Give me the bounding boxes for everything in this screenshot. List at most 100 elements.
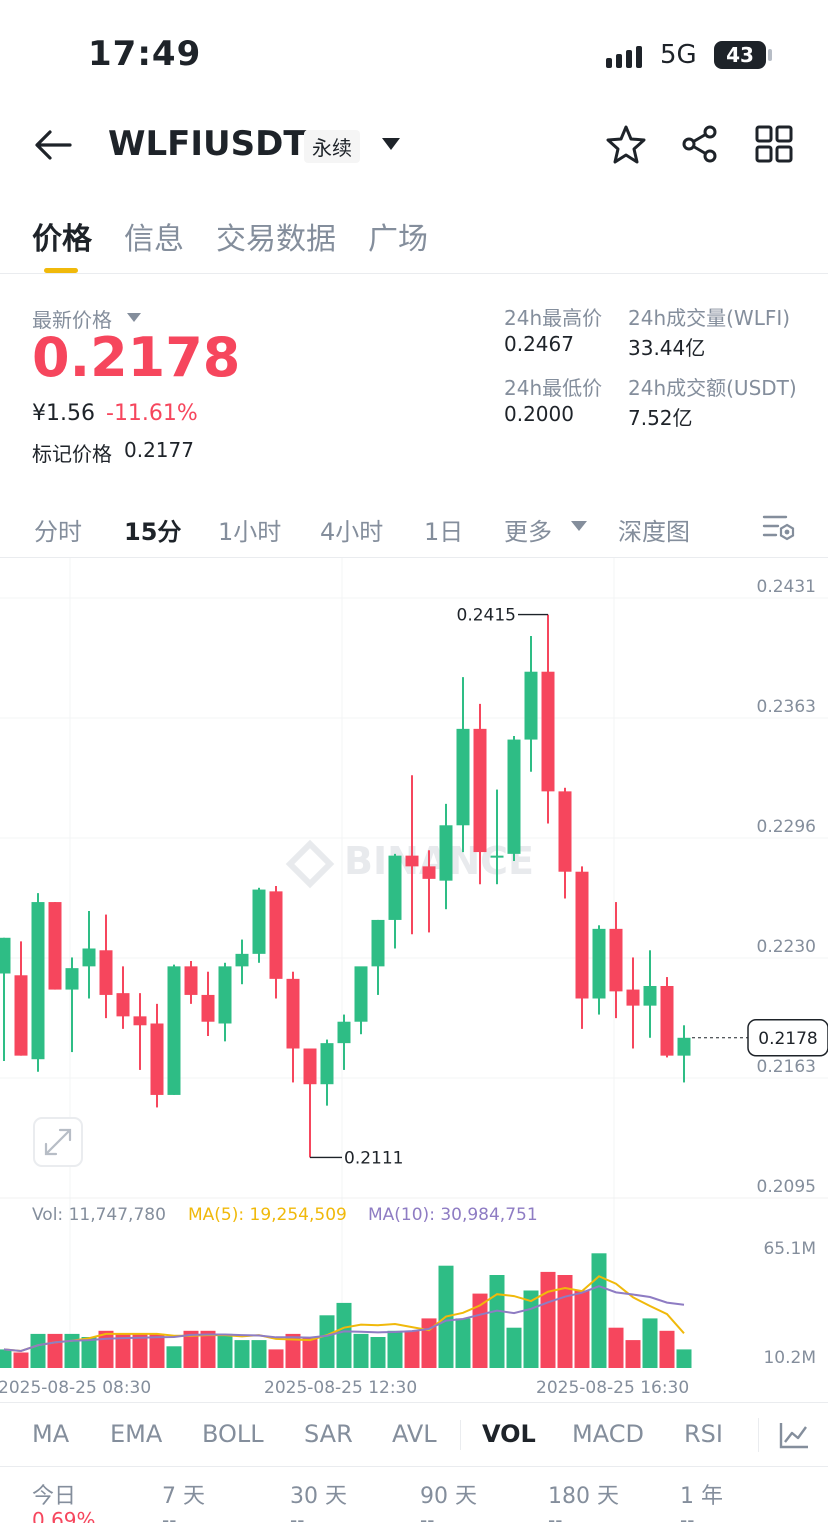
candle-body: [643, 986, 657, 1006]
volume-value: 33.44亿: [628, 336, 706, 360]
fullscreen-button: [33, 1117, 83, 1167]
indicator-ma[interactable]: MA: [32, 1420, 70, 1448]
last-price-dropdown-icon[interactable]: [126, 311, 142, 323]
last-price: 0.2178: [32, 326, 241, 389]
cny-price: ¥1.56: [32, 401, 95, 426]
candle-body: [592, 928, 606, 999]
battery-icon: 43: [714, 41, 766, 69]
low-value: 0.2000: [504, 402, 574, 426]
tab-info[interactable]: 信息: [124, 222, 184, 257]
mark-price-label: 标记价格: [32, 442, 112, 466]
network-label: 5G: [660, 40, 697, 70]
timeframe-divider: [0, 557, 828, 558]
candle-body: [0, 937, 11, 974]
candle-body: [490, 855, 504, 858]
volume-bar: [149, 1333, 165, 1368]
candle-body: [660, 986, 674, 1056]
candle-body: [303, 1048, 317, 1085]
volume-bar: [268, 1349, 284, 1368]
indicator-macd[interactable]: MACD: [572, 1420, 644, 1448]
perf-label-30d: 30 天: [290, 1484, 347, 1509]
indicator-settings-icon[interactable]: [778, 1420, 810, 1450]
volume-bar: [387, 1330, 403, 1368]
indicator-vol[interactable]: VOL: [482, 1420, 536, 1448]
candle-body: [218, 966, 232, 1024]
chart-settings-icon[interactable]: [762, 512, 796, 542]
volume-bar: [132, 1333, 148, 1368]
candle-body: [541, 671, 555, 792]
candlestick-chart[interactable]: BINANCE 0.24310.23630.22960.22300.21630.…: [0, 558, 828, 1398]
signal-icon: [606, 44, 650, 70]
perf-label-1y: 1 年: [680, 1484, 723, 1509]
volume-bar: [13, 1352, 29, 1368]
volume-bar: [285, 1333, 301, 1368]
volume-bars-layer: [0, 1253, 692, 1368]
candle-body: [405, 855, 419, 867]
volume-bar: [676, 1349, 692, 1368]
contract-type-badge: 永续: [304, 130, 360, 163]
volume-ma10-line: [3, 1285, 685, 1352]
share-icon[interactable]: [680, 124, 720, 164]
high-marker-label: 0.2415: [457, 606, 516, 626]
volume-bar: [217, 1333, 233, 1368]
candle-body: [150, 1023, 164, 1095]
star-icon[interactable]: [606, 124, 646, 164]
price-axis-label: 0.2095: [757, 1177, 816, 1197]
candle-body: [320, 1043, 334, 1085]
volume-bar: [336, 1302, 352, 1368]
candle-body: [575, 871, 589, 999]
indicator-separator-2: [758, 1418, 759, 1452]
indicator-avl[interactable]: AVL: [392, 1420, 437, 1448]
tab-price[interactable]: 价格: [32, 222, 92, 257]
indicator-rsi[interactable]: RSI: [684, 1420, 723, 1448]
watermark-text: BINANCE: [344, 839, 534, 883]
perf-label-today: 今日: [32, 1484, 77, 1509]
volume-bar: [506, 1327, 522, 1368]
volume-bar: [625, 1340, 641, 1368]
symbol-title[interactable]: WLFIUSDT: [108, 124, 307, 164]
indicator-separator: [460, 1420, 461, 1450]
x-label-0: 2025-08-25 08:30: [0, 1378, 151, 1398]
indicator-sar[interactable]: SAR: [304, 1420, 353, 1448]
volume-text: Vol: 11,747,780: [32, 1205, 166, 1225]
tab-square[interactable]: 广场: [368, 222, 428, 257]
price-axis-label: 0.2296: [757, 817, 816, 837]
candle-body: [201, 994, 215, 1022]
candle-body: [507, 739, 521, 854]
candle-body: [235, 953, 249, 967]
timeframe-1d[interactable]: 1日: [424, 518, 464, 546]
volume-bar: [489, 1275, 505, 1368]
timeframe-1h[interactable]: 1小时: [218, 518, 282, 546]
price-axis-label: 0.2163: [757, 1057, 816, 1077]
volume-bar: [234, 1340, 250, 1368]
indicator-ema[interactable]: EMA: [110, 1420, 163, 1448]
perf-label-180d: 180 天: [548, 1484, 619, 1509]
timeframe-line[interactable]: 分时: [34, 518, 82, 546]
perf-value-1y: --: [680, 1508, 695, 1523]
candle-body: [167, 966, 181, 1095]
volume-bottom-label: 10.2M: [763, 1348, 816, 1368]
symbol-dropdown-icon[interactable]: [380, 136, 402, 152]
back-arrow-icon[interactable]: [34, 128, 72, 162]
last-price-label[interactable]: 最新价格: [32, 308, 112, 332]
candle-body: [626, 989, 640, 1006]
status-time: 17:49: [88, 34, 202, 74]
candle-body: [48, 902, 62, 990]
timeframe-4h[interactable]: 4小时: [320, 518, 384, 546]
price-axis-label: 0.2230: [757, 937, 816, 957]
volume-bar: [302, 1337, 318, 1368]
tab-trading-data[interactable]: 交易数据: [216, 222, 336, 257]
timeframe-more[interactable]: 更多: [504, 518, 552, 546]
timeframe-depth[interactable]: 深度图: [618, 518, 690, 546]
grid-menu-icon[interactable]: [754, 124, 794, 164]
mark-price: 0.2177: [124, 438, 194, 462]
indicator-boll[interactable]: BOLL: [202, 1420, 264, 1448]
candle-body: [456, 728, 470, 826]
timeframe-15m[interactable]: 15分: [124, 518, 182, 546]
candle-body: [388, 855, 402, 920]
tabs-divider: [0, 273, 828, 274]
perf-label-90d: 90 天: [420, 1484, 477, 1509]
active-tab-indicator: [44, 268, 78, 273]
more-dropdown-icon[interactable]: [570, 520, 588, 532]
battery-cap: [768, 49, 772, 61]
